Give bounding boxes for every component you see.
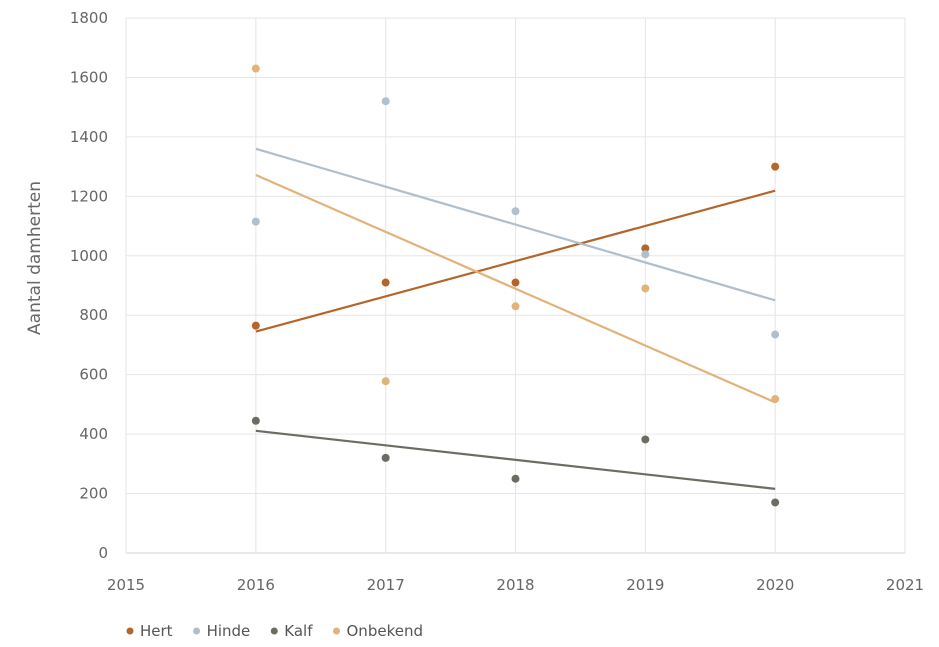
point-onbekend [251,64,260,73]
x-tick-label: 2019 [626,576,664,594]
point-hinde [771,330,780,339]
point-kalf [511,474,520,483]
trendline-kalf [255,429,776,490]
y-tick-label: 1400 [70,128,108,146]
point-onbekend [511,302,520,311]
y-tick-label: 800 [79,306,108,324]
legend-marker-kalf [270,627,278,635]
y-tick-label: 0 [98,544,108,562]
y-tick-label: 200 [79,485,108,503]
point-kalf [771,498,780,507]
data-points [251,64,780,507]
x-tick-label: 2021 [886,576,924,594]
y-tick-label: 600 [79,366,108,384]
point-onbekend [771,395,780,404]
point-hinde [381,97,390,106]
legend-marker-hert [126,627,134,635]
point-kalf [251,416,260,425]
point-hinde [511,207,520,216]
point-hinde [251,217,260,226]
point-kalf [641,435,650,444]
point-hert [251,321,260,330]
trendlines [255,147,776,490]
trendline-hert [255,189,776,333]
legend-marker-onbekend [333,627,340,635]
x-axis-tick-labels: 2015 2016 2017 2018 2019 2020 2021 [107,576,924,594]
point-hert [381,278,390,287]
point-onbekend [381,377,390,386]
y-tick-label: 1200 [70,187,108,205]
legend: Hert Hinde Kalf Onbekend [126,622,423,640]
y-tick-label: 400 [79,425,108,443]
y-axis-label: Aantal damherten [25,181,45,335]
legend-marker-hinde [193,627,201,635]
legend-label-hert: Hert [140,622,173,640]
point-kalf [381,453,390,462]
y-tick-label: 1800 [70,9,108,27]
y-axis-tick-labels: 0 200 400 600 800 1000 1200 1400 1600 1800 [70,9,108,562]
point-hert [771,162,780,171]
trendline-hinde [255,147,776,302]
y-tick-label: 1600 [70,68,108,86]
x-tick-label: 2016 [237,576,275,594]
x-tick-label: 2018 [496,576,534,594]
point-onbekend [641,284,650,293]
point-hinde [641,250,650,259]
trendline-onbekend [255,174,776,404]
point-hert [641,244,650,253]
x-tick-label: 2017 [367,576,405,594]
point-hert [511,278,520,287]
legend-label-kalf: Kalf [284,622,313,640]
x-tick-label: 2020 [756,576,794,594]
legend-label-onbekend: Onbekend [347,622,423,640]
y-tick-label: 1000 [70,247,108,265]
legend-label-hinde: Hinde [207,622,251,640]
x-tick-label: 2015 [107,576,145,594]
